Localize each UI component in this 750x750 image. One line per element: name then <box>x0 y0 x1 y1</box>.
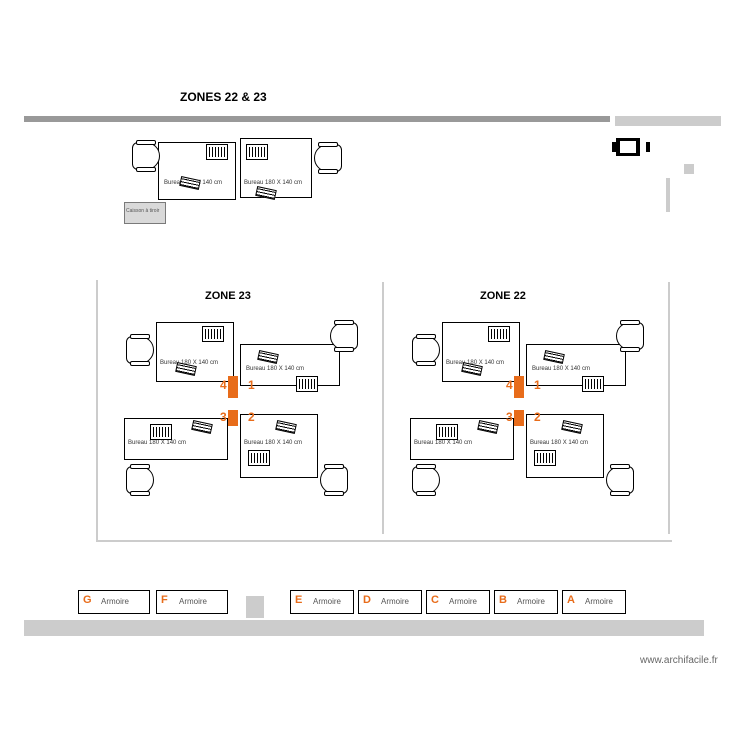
cabinet-letter: G <box>83 594 92 606</box>
station-number: 1 <box>534 378 541 392</box>
monitor-icon <box>534 450 556 466</box>
chair-icon <box>320 466 348 494</box>
cabinet-label: Armoire <box>101 597 129 606</box>
station-number: 3 <box>220 410 227 424</box>
desk-cluster: Bureau 180 X 140 cm 4 Bureau 180 X 140 cm 1… <box>120 316 364 516</box>
chair-icon <box>412 466 440 494</box>
wall-slab <box>684 164 694 174</box>
partition-block <box>228 376 238 398</box>
wall-slab <box>96 280 98 540</box>
station-number: 4 <box>506 378 513 392</box>
drawer-cabinet-label: Caisson à tiroir <box>126 208 159 214</box>
monitor-icon <box>436 424 458 440</box>
monitor-icon <box>488 326 510 342</box>
wall-slab <box>96 540 672 542</box>
partition-block <box>228 410 238 426</box>
desk-label: Bureau 180 X 140 cm <box>530 440 588 446</box>
chair-icon <box>132 142 160 170</box>
partition-block <box>514 376 524 398</box>
station-number: 2 <box>534 410 541 424</box>
wall-slab <box>666 178 670 212</box>
monitor-icon <box>248 450 270 466</box>
wall-slab <box>382 282 384 534</box>
station-number: 3 <box>506 410 513 424</box>
cabinet-label: Armoire <box>449 597 477 606</box>
chair-icon <box>412 336 440 364</box>
desk-group-top: Bureau 180 X 140 cmBureau 180 X 140 cmCa… <box>128 128 360 248</box>
chair-icon <box>606 466 634 494</box>
cabinet-label: Armoire <box>313 597 341 606</box>
desk-label: Bureau 180 X 140 cm <box>128 440 186 446</box>
cabinet-label: Armoire <box>381 597 409 606</box>
cabinet-letter: A <box>567 594 575 606</box>
cabinet: D Armoire <box>358 590 422 614</box>
monitor-icon <box>206 144 228 160</box>
cabinet-letter: F <box>161 594 168 606</box>
wall-slab <box>24 620 704 636</box>
desk-label: Bureau 180 X 140 cm <box>244 440 302 446</box>
cabinet: B Armoire <box>494 590 558 614</box>
monitor-icon <box>582 376 604 392</box>
chair-icon <box>616 322 644 350</box>
desk <box>526 344 626 386</box>
desk-label: Bureau 180 X 140 cm <box>246 366 304 372</box>
monitor-icon <box>246 144 268 160</box>
cabinet: G Armoire <box>78 590 150 614</box>
desk-label: Bureau 180 X 140 cm <box>414 440 472 446</box>
wall-slab <box>615 116 721 126</box>
cabinet-letter: D <box>363 594 371 606</box>
monitor-icon <box>150 424 172 440</box>
printer-icon <box>612 132 644 160</box>
wall-segment <box>24 116 610 122</box>
desk-label: Bureau 180 X 140 cm <box>244 180 302 186</box>
desk-label: Bureau 180 X 140 cm <box>532 366 590 372</box>
desk-cluster: Bureau 180 X 140 cm 4 Bureau 180 X 140 cm 1… <box>406 316 650 516</box>
cabinet-label: Armoire <box>585 597 613 606</box>
monitor-icon <box>202 326 224 342</box>
cabinet: E Armoire <box>290 590 354 614</box>
station-number: 1 <box>248 378 255 392</box>
cabinet: F Armoire <box>156 590 228 614</box>
cabinet: C Armoire <box>426 590 490 614</box>
station-number: 2 <box>248 410 255 424</box>
monitor-icon <box>296 376 318 392</box>
chair-icon <box>126 336 154 364</box>
zone-title: ZONE 22 <box>480 290 526 302</box>
chair-icon <box>330 322 358 350</box>
station-number: 4 <box>220 378 227 392</box>
cabinet-letter: E <box>295 594 302 606</box>
source-url: www.archifacile.fr <box>640 655 718 666</box>
page-title: ZONES 22 & 23 <box>180 90 267 104</box>
zone-title: ZONE 23 <box>205 290 251 302</box>
partition-block <box>514 410 524 426</box>
desk <box>240 344 340 386</box>
wall-slab <box>246 596 264 618</box>
cabinet-label: Armoire <box>517 597 545 606</box>
cabinet-letter: C <box>431 594 439 606</box>
cabinet-label: Armoire <box>179 597 207 606</box>
cabinet: A Armoire <box>562 590 626 614</box>
chair-icon <box>314 144 342 172</box>
chair-icon <box>126 466 154 494</box>
cabinet-letter: B <box>499 594 507 606</box>
wall-slab <box>668 282 670 534</box>
